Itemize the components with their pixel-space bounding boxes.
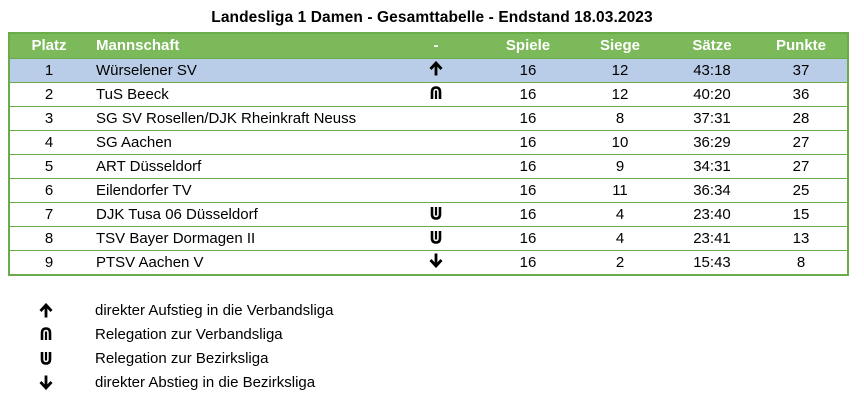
cell-spiele: 16 <box>519 254 537 271</box>
cell-platz: 6 <box>44 182 54 199</box>
cell-direction <box>416 59 456 82</box>
cell-siege: 12 <box>611 62 629 79</box>
header-spiele: Spiele <box>505 37 551 54</box>
cell-direction <box>416 155 456 178</box>
table-row: 6 Eilendorfer TV 16 11 36:34 25 <box>10 178 847 202</box>
cell-spiele: 16 <box>519 182 537 199</box>
cell-spiele: 16 <box>519 230 537 247</box>
cell-platz: 3 <box>44 110 54 127</box>
table-row: 3 SG SV Rosellen/DJK Rheinkraft Neuss 16 8 3… <box>10 106 847 130</box>
cell-punkte: 25 <box>792 182 810 199</box>
cell-saetze: 36:34 <box>693 182 731 199</box>
table-row: 9 PTSV Aachen V 16 2 15:43 8 <box>10 250 847 274</box>
table-body: 1 Würselener SV 16 12 43:18 37 2 TuS Beeck 16 12 4… <box>10 58 847 274</box>
cell-siege: 11 <box>612 182 628 199</box>
table-row: 4 SG Aachen 16 10 36:29 27 <box>10 130 847 154</box>
cell-direction <box>416 131 456 154</box>
arrow-up-icon <box>429 60 443 83</box>
cell-punkte: 8 <box>796 254 806 271</box>
cell-spiele: 16 <box>519 206 537 223</box>
table-row: 8 TSV Bayer Dormagen II 16 4 23:41 13 <box>10 226 847 250</box>
cell-siege: 8 <box>615 110 625 127</box>
relegation-up-icon <box>36 327 56 345</box>
table-row: 5 ART Düsseldorf 16 9 34:31 27 <box>10 154 847 178</box>
header-saetze: Sätze <box>692 37 732 54</box>
cell-saetze: 37:31 <box>693 110 731 127</box>
header-punkte: Punkte <box>775 37 826 54</box>
cell-punkte: 27 <box>792 158 810 175</box>
relegation-down-icon <box>430 204 442 227</box>
relegation-down-icon <box>36 351 56 369</box>
cell-platz: 7 <box>44 206 54 223</box>
cell-mannschaft: ART Düsseldorf <box>96 158 202 175</box>
cell-saetze: 34:31 <box>693 158 731 175</box>
cell-direction <box>416 227 456 250</box>
legend-text: Relegation zur Verbandsliga <box>95 326 283 343</box>
table-title: Landesliga 1 Damen - Gesamttabelle - End… <box>211 9 653 26</box>
cell-mannschaft: DJK Tusa 06 Düsseldorf <box>96 206 258 223</box>
standings-table: Platz Mannschaft - Spiele Siege Sätze Pu… <box>8 32 849 276</box>
table-row: 2 TuS Beeck 16 12 40:20 36 <box>10 82 847 106</box>
cell-saetze: 15:43 <box>693 254 731 271</box>
cell-saetze: 43:18 <box>693 62 731 79</box>
cell-saetze: 23:41 <box>693 230 731 247</box>
cell-spiele: 16 <box>519 134 537 151</box>
header-siege: Siege <box>599 37 641 54</box>
cell-siege: 2 <box>615 254 625 271</box>
legend-text: direkter Abstieg in die Bezirksliga <box>95 374 316 391</box>
header-direction: - <box>433 37 439 54</box>
cell-spiele: 16 <box>519 62 537 79</box>
arrow-down-icon <box>36 375 56 394</box>
cell-mannschaft: SG Aachen <box>96 134 172 151</box>
header-mannschaft: Mannschaft <box>96 37 180 54</box>
cell-punkte: 13 <box>792 230 810 247</box>
cell-mannschaft: SG SV Rosellen/DJK Rheinkraft Neuss <box>96 110 357 127</box>
table-row: 7 DJK Tusa 06 Düsseldorf 16 4 23:40 15 <box>10 202 847 226</box>
cell-platz: 2 <box>44 86 54 103</box>
cell-direction <box>416 203 456 226</box>
cell-punkte: 37 <box>792 62 810 79</box>
cell-siege: 4 <box>615 230 625 247</box>
arrow-down-icon <box>429 252 443 275</box>
cell-punkte: 28 <box>792 110 810 127</box>
cell-spiele: 16 <box>519 110 537 127</box>
cell-siege: 12 <box>611 86 629 103</box>
cell-direction <box>416 251 456 274</box>
legend-text: Relegation zur Bezirksliga <box>95 350 269 367</box>
cell-mannschaft: Würselener SV <box>96 62 197 79</box>
cell-siege: 9 <box>615 158 625 175</box>
cell-spiele: 16 <box>519 86 537 103</box>
cell-mannschaft: TuS Beeck <box>96 86 169 103</box>
cell-platz: 1 <box>44 62 54 79</box>
cell-direction <box>416 83 456 106</box>
cell-platz: 8 <box>44 230 54 247</box>
cell-direction <box>416 107 456 130</box>
relegation-up-icon <box>430 84 442 107</box>
arrow-up-icon <box>36 302 56 322</box>
cell-saetze: 23:40 <box>693 206 731 223</box>
cell-platz: 9 <box>44 254 54 271</box>
table-header-row: Platz Mannschaft - Spiele Siege Sätze Pu… <box>10 34 847 58</box>
cell-mannschaft: Eilendorfer TV <box>96 182 192 199</box>
cell-spiele: 16 <box>519 158 537 175</box>
cell-punkte: 36 <box>792 86 810 103</box>
cell-siege: 4 <box>615 206 625 223</box>
cell-mannschaft: PTSV Aachen V <box>96 254 204 271</box>
cell-platz: 4 <box>44 134 54 151</box>
cell-siege: 10 <box>611 134 629 151</box>
legend-text: direkter Aufstieg in die Verbandsliga <box>95 302 334 319</box>
cell-platz: 5 <box>44 158 54 175</box>
cell-punkte: 27 <box>792 134 810 151</box>
cell-mannschaft: TSV Bayer Dormagen II <box>96 230 256 247</box>
cell-saetze: 36:29 <box>693 134 731 151</box>
table-row: 1 Würselener SV 16 12 43:18 37 <box>10 58 847 82</box>
header-platz: Platz <box>31 37 67 54</box>
cell-direction <box>416 179 456 202</box>
cell-punkte: 15 <box>792 206 810 223</box>
relegation-down-icon <box>430 228 442 251</box>
cell-saetze: 40:20 <box>693 86 731 103</box>
